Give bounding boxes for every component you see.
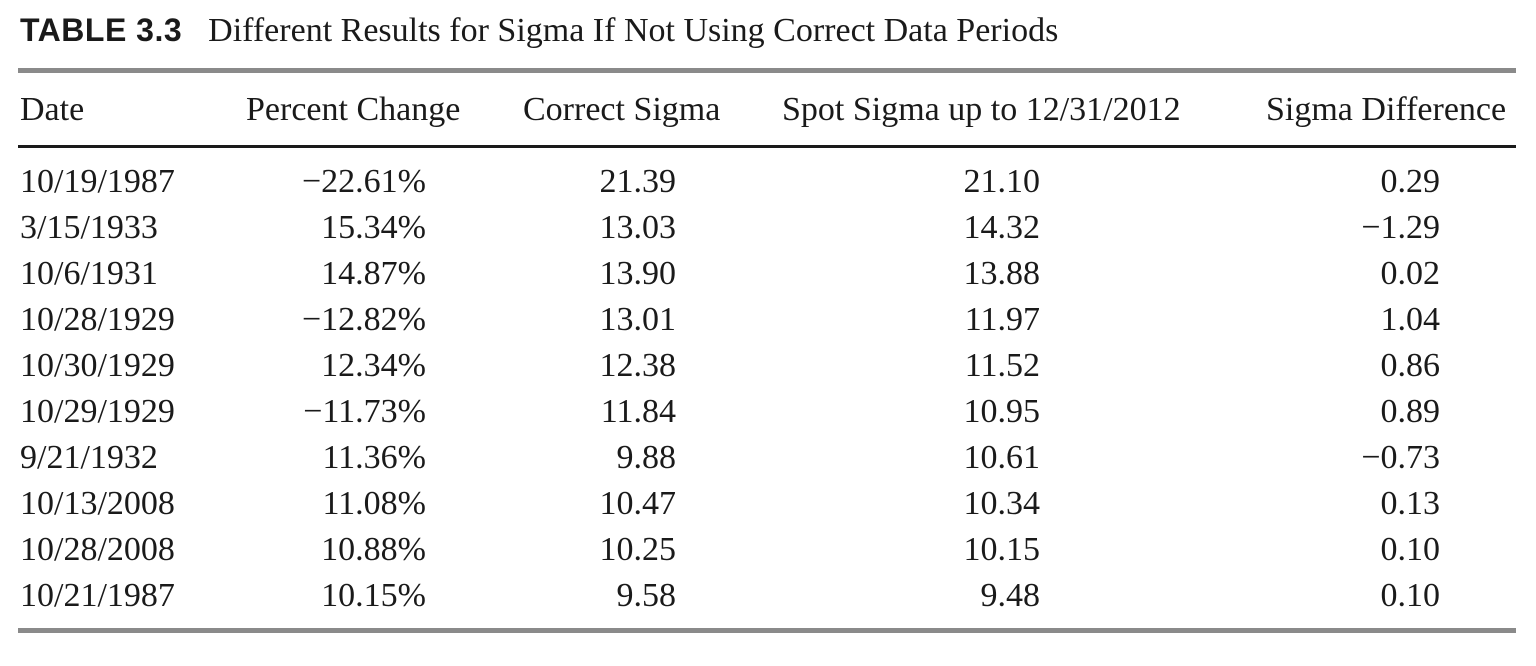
top-rule: [18, 68, 1516, 73]
date-cell: 10/30/1929: [20, 347, 175, 384]
date-cell: 10/21/1987: [20, 577, 175, 614]
sigma-difference-cell: 0.10: [1380, 531, 1441, 568]
table-title: Different Results for Sigma If Not Using…: [208, 12, 1059, 49]
percent-change-cell: −11.73%: [303, 393, 426, 430]
header-rule: [18, 145, 1516, 148]
date-cell: 10/29/1929: [20, 393, 175, 430]
correct-sigma-cell: 10.25: [599, 531, 677, 568]
sigma-difference-cell: 0.29: [1380, 163, 1441, 200]
sigma-difference-cell: 0.02: [1380, 255, 1441, 292]
column-header-spot-sigma: Spot Sigma up to 12/31/2012: [782, 91, 1181, 128]
date-cell: 9/21/1932: [20, 439, 158, 476]
correct-sigma-cell: 13.90: [599, 255, 677, 292]
percent-change-cell: 10.88%: [321, 531, 426, 568]
sigma-difference-cell: 0.89: [1380, 393, 1441, 430]
percent-change-cell: 14.87%: [321, 255, 426, 292]
correct-sigma-cell: 11.84: [600, 393, 676, 430]
table-number: TABLE 3.3: [20, 12, 183, 48]
correct-sigma-cell: 9.58: [616, 577, 677, 614]
sigma-difference-cell: 0.10: [1380, 577, 1441, 614]
spot-sigma-cell: 10.61: [963, 439, 1041, 476]
date-cell: 10/28/1929: [20, 301, 175, 338]
percent-change-cell: −12.82%: [302, 301, 426, 338]
date-cell: 3/15/1933: [20, 209, 158, 246]
spot-sigma-cell: 10.15: [963, 531, 1041, 568]
column-header-date: Date: [20, 91, 85, 128]
spot-sigma-cell: 10.34: [963, 485, 1041, 522]
date-cell: 10/28/2008: [20, 531, 175, 568]
percent-change-cell: 11.36%: [322, 439, 426, 476]
spot-sigma-cell: 11.97: [964, 301, 1040, 338]
correct-sigma-cell: 13.01: [599, 301, 677, 338]
percent-change-cell: 12.34%: [321, 347, 426, 384]
bottom-rule: [18, 628, 1516, 633]
correct-sigma-cell: 10.47: [599, 485, 677, 522]
sigma-difference-cell: 0.86: [1380, 347, 1441, 384]
sigma-difference-cell: 0.13: [1380, 485, 1441, 522]
sigma-difference-cell: −0.73: [1361, 439, 1440, 476]
correct-sigma-cell: 12.38: [599, 347, 677, 384]
date-cell: 10/13/2008: [20, 485, 175, 522]
column-header-percent-change: Percent Change: [246, 91, 461, 128]
date-cell: 10/19/1987: [20, 163, 175, 200]
column-header-sigma-difference: Sigma Difference: [1266, 91, 1507, 128]
date-cell: 10/6/1931: [20, 255, 158, 292]
column-header-correct-sigma: Correct Sigma: [523, 91, 721, 128]
spot-sigma-cell: 9.48: [980, 577, 1041, 614]
correct-sigma-cell: 21.39: [599, 163, 677, 200]
correct-sigma-cell: 13.03: [599, 209, 677, 246]
spot-sigma-cell: 11.52: [964, 347, 1040, 384]
correct-sigma-cell: 9.88: [616, 439, 677, 476]
percent-change-cell: 11.08%: [322, 485, 426, 522]
percent-change-cell: −22.61%: [302, 163, 426, 200]
spot-sigma-cell: 13.88: [963, 255, 1041, 292]
spot-sigma-cell: 21.10: [963, 163, 1041, 200]
percent-change-cell: 10.15%: [321, 577, 426, 614]
spot-sigma-cell: 14.32: [963, 209, 1041, 246]
spot-sigma-cell: 10.95: [963, 393, 1041, 430]
table-caption: TABLE 3.3 Different Results for Sigma If …: [20, 12, 1058, 50]
sigma-difference-cell: −1.29: [1361, 209, 1440, 246]
percent-change-cell: 15.34%: [321, 209, 426, 246]
sigma-difference-cell: 1.04: [1380, 301, 1441, 338]
